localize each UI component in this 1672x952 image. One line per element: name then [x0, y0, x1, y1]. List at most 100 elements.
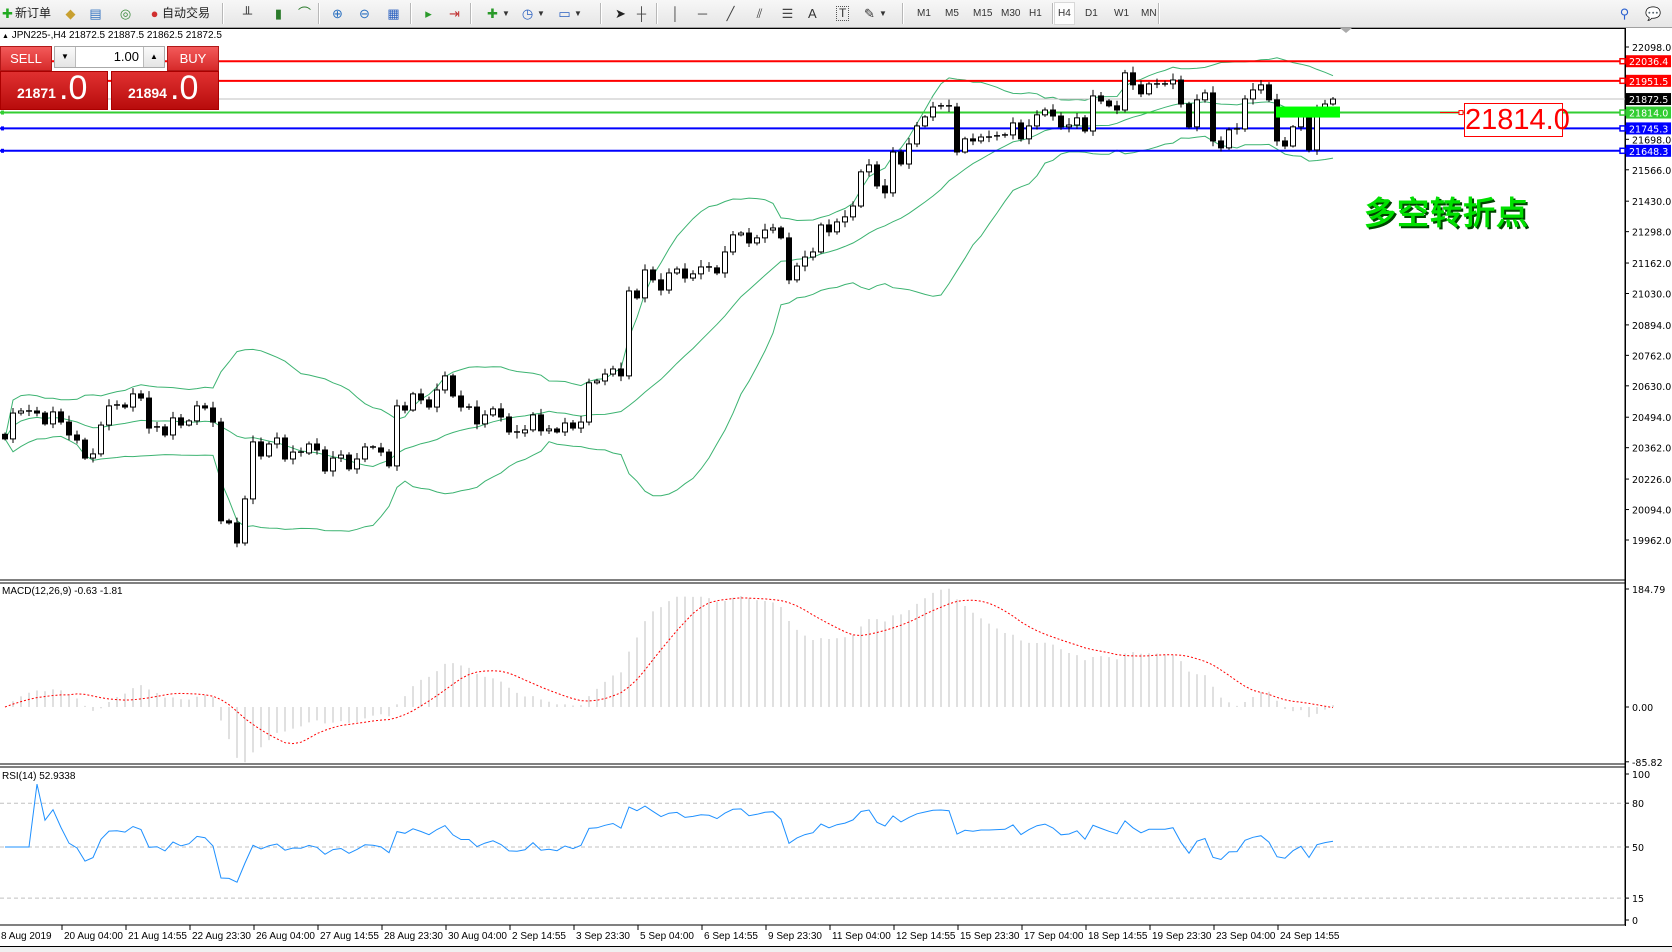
period-w1[interactable]: W1: [1114, 8, 1129, 19]
candle-bearish: [42, 412, 48, 425]
candle-bearish: [402, 405, 408, 411]
price-label-anchor[interactable]: [1458, 110, 1464, 116]
candle-bearish: [1082, 117, 1088, 132]
candle-bullish: [18, 410, 24, 414]
level-line-handle[interactable]: [1619, 77, 1626, 85]
candle-bullish: [914, 125, 920, 145]
line-chart-button[interactable]: ⌒: [297, 3, 312, 24]
crosshair-tool[interactable]: ┼: [634, 3, 649, 24]
new-order-button[interactable]: ✚ 新订单: [0, 3, 51, 24]
price-tick-label: 21698.0: [1632, 135, 1671, 146]
templates-button[interactable]: ▭ ▼: [557, 3, 582, 24]
zoom-in-icon: ⊕: [332, 6, 343, 21]
candle-bullish: [274, 437, 280, 445]
level-line-handle[interactable]: [1619, 57, 1626, 65]
text-tool[interactable]: A: [808, 3, 817, 24]
text-label-icon: T: [836, 6, 850, 21]
period-d1[interactable]: D1: [1085, 8, 1098, 19]
dropdown-arrow-icon: ▼: [502, 9, 510, 18]
navigator-button[interactable]: ▤: [88, 3, 103, 24]
time-tick-label: 2 Sep 14:55: [512, 931, 566, 942]
level-price-label: 21872.5: [1629, 95, 1668, 106]
sell-price-button[interactable]: 21871 .0: [0, 71, 108, 110]
chart-shift-marker[interactable]: [1340, 28, 1352, 33]
bar-chart-icon: ╨: [242, 6, 253, 21]
time-tick-label: 19 Sep 23:30: [1152, 931, 1212, 942]
periods-button[interactable]: ◷ ▼: [520, 3, 545, 24]
market-watch-icon: ◆: [65, 6, 76, 21]
sell-button[interactable]: SELL: [0, 46, 52, 71]
period-m30[interactable]: M30: [1001, 8, 1021, 19]
candle-bullish: [834, 221, 840, 233]
bar-chart-button[interactable]: ╨: [240, 3, 255, 24]
lot-input[interactable]: 1.00: [113, 49, 139, 64]
zoom-out-button[interactable]: ⊖: [357, 3, 372, 24]
candle-bullish: [130, 393, 136, 408]
horizontal-line-tool[interactable]: ─: [695, 3, 710, 24]
candle-bearish: [226, 520, 232, 524]
auto-trading-button[interactable]: ● 自动交易: [147, 3, 210, 24]
pivot-annotation-text[interactable]: 多空转折点: [1364, 194, 1530, 232]
macd-signal-line: [4, 597, 1334, 745]
chart-shift-button[interactable]: ⇥: [447, 3, 462, 24]
period-h1[interactable]: H1: [1029, 8, 1042, 19]
buy-button[interactable]: BUY: [167, 46, 219, 71]
candle-bullish: [626, 290, 632, 377]
candle-bullish: [98, 424, 104, 455]
lot-stepper[interactable]: ▼ 1.00 ▲: [54, 46, 165, 68]
rsi-tick-label: 50: [1632, 843, 1644, 854]
candle-bullish: [890, 151, 896, 194]
candle-bullish: [842, 216, 848, 223]
signals-button[interactable]: ◎: [118, 3, 133, 24]
period-m15[interactable]: M15: [973, 8, 993, 19]
zoom-in-button[interactable]: ⊕: [330, 3, 345, 24]
chart-symbol-info: ▲ JPN225-,H4 21872.5 21887.5 21862.5 218…: [2, 30, 222, 41]
collapse-icon[interactable]: ▲: [2, 33, 9, 40]
cursor-tool[interactable]: ➤: [613, 3, 628, 24]
candlestick-icon: ▮: [274, 6, 283, 21]
time-tick-label: 6 Sep 14:55: [704, 931, 758, 942]
text-label-tool[interactable]: T: [836, 3, 850, 24]
candlestick-button[interactable]: ▮: [271, 3, 286, 24]
level-line-handle[interactable]: [1619, 147, 1626, 155]
candle-bullish: [850, 205, 856, 218]
equidistant-channel-tool[interactable]: ⫽: [752, 3, 767, 24]
time-tick-label: 27 Aug 14:55: [320, 931, 379, 942]
market-watch-button[interactable]: ◆: [63, 3, 78, 24]
bollinger-upper-band: [4, 57, 1334, 440]
tile-windows-button[interactable]: ▦: [386, 3, 401, 24]
level-line-handle[interactable]: [1619, 125, 1626, 132]
candle-bullish: [266, 443, 272, 457]
lot-decrease-button[interactable]: ▼: [55, 47, 76, 67]
pivot-highlight-zone[interactable]: [1276, 106, 1340, 118]
period-h4[interactable]: H4: [1054, 2, 1075, 25]
auto-trading-label: 自动交易: [162, 6, 211, 20]
price-label-box[interactable]: 21814.0: [1464, 103, 1570, 137]
time-tick-label: 28 Aug 23:30: [384, 931, 443, 942]
period-m1[interactable]: M1: [917, 8, 931, 19]
arrows-tool[interactable]: ✎ ▼: [862, 3, 887, 24]
chat-button[interactable]: 💬: [1645, 3, 1661, 24]
candle-bearish: [954, 106, 960, 153]
trendline-tool[interactable]: ╱: [723, 3, 738, 24]
level-line-handle[interactable]: [1619, 109, 1626, 116]
candle-bearish: [162, 426, 168, 436]
indicators-button[interactable]: ✚ ▼: [485, 3, 510, 24]
vertical-line-tool[interactable]: │: [668, 3, 683, 24]
dropdown-arrow-icon: ▼: [537, 9, 545, 18]
search-button[interactable]: ⚲: [1617, 3, 1632, 24]
period-m5[interactable]: M5: [945, 8, 959, 19]
period-mn[interactable]: MN: [1141, 8, 1157, 19]
candle-bearish: [650, 269, 656, 281]
level-line-handle[interactable]: [1, 110, 4, 115]
lot-increase-button[interactable]: ▲: [143, 47, 164, 67]
fibonacci-tool[interactable]: ☰: [780, 3, 795, 24]
level-line-handle[interactable]: [1, 126, 4, 131]
buy-price-button[interactable]: 21894 .0: [111, 71, 219, 110]
candle-bearish: [506, 416, 512, 433]
candle-bearish: [1106, 100, 1112, 107]
level-line-handle[interactable]: [1, 148, 4, 153]
autoscroll-button[interactable]: ▸: [421, 3, 436, 24]
candle-bullish: [546, 428, 552, 432]
